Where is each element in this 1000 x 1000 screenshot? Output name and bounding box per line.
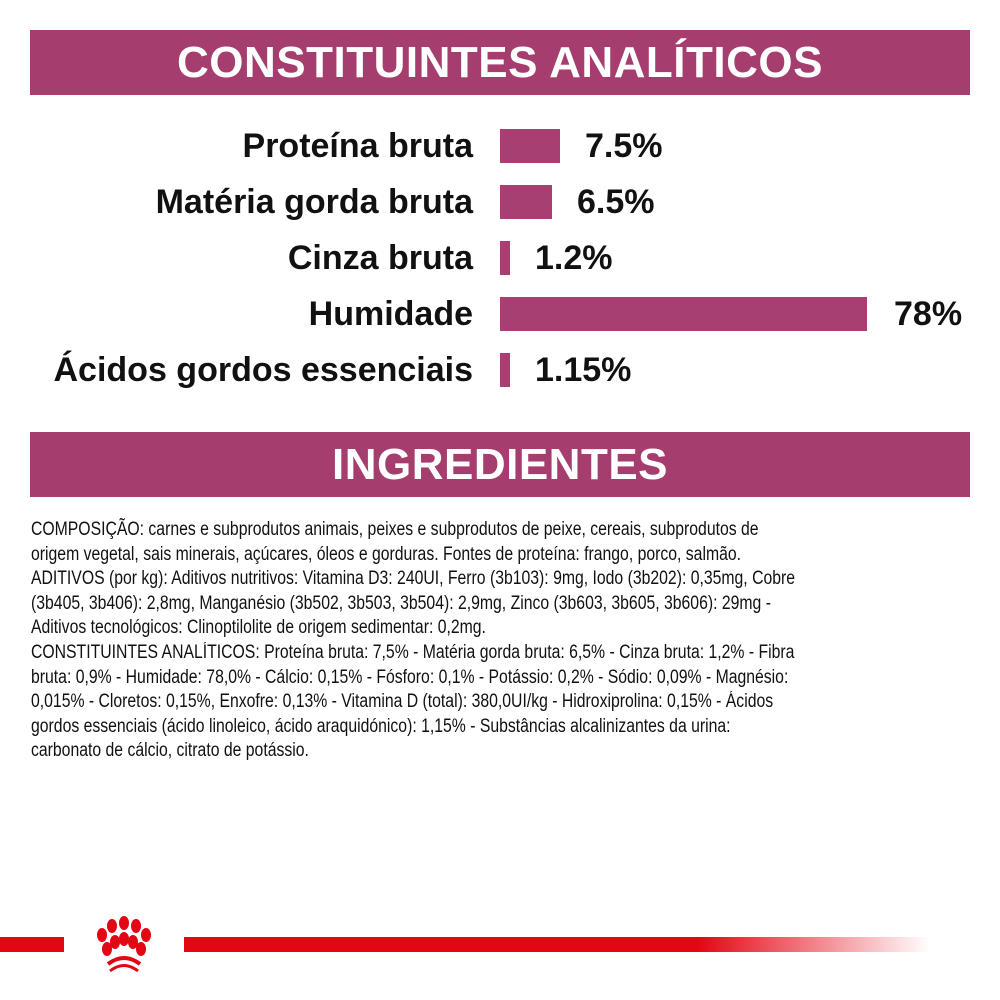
- category-label: Proteína bruta: [242, 127, 473, 165]
- value-label: 7.5%: [584, 127, 663, 165]
- value-label: 1.15%: [535, 351, 632, 389]
- chart-row: Matéria gorda bruta 6.5%: [0, 177, 1000, 227]
- ingredients-title: INGREDIENTES: [331, 439, 669, 489]
- ingredients-line: bruta: 0,9% - Humidade: 78,0% - Cálcio: …: [31, 666, 789, 688]
- footer-red-line: [0, 937, 930, 952]
- chart-row: Cinza bruta 1.2%: [0, 233, 1000, 283]
- category-label: Matéria gorda bruta: [155, 183, 473, 221]
- ingredients-line: Aditivos tecnológicos: Clinoptilolite de…: [31, 617, 486, 639]
- category-label: Cinza bruta: [287, 239, 473, 277]
- chart-row: Humidade 78%: [0, 289, 1000, 339]
- analytical-title: CONSTITUINTES ANALÍTICOS: [177, 37, 823, 87]
- category-label: Ácidos gordos essenciais: [53, 351, 474, 389]
- chart-row: Ácidos gordos essenciais 1.15%: [0, 345, 1000, 395]
- ingredients-header: INGREDIENTES: [30, 432, 970, 497]
- value-label: 6.5%: [576, 183, 655, 221]
- bar: [500, 353, 510, 387]
- bar: [500, 129, 560, 163]
- category-label: Humidade: [308, 295, 473, 333]
- crown-icon: [97, 916, 151, 973]
- bar: [500, 185, 552, 219]
- ingredients-line: CONSTITUINTES ANALÍTICOS: Proteína bruta…: [31, 641, 795, 663]
- ingredients-text: COMPOSIÇÃO: carnes e subprodutos animais…: [31, 518, 952, 764]
- ingredients-line: (3b405, 3b406): 2,8mg, Manganésio (3b502…: [31, 592, 771, 614]
- value-label: 78%: [894, 295, 963, 333]
- ingredients-line: COMPOSIÇÃO: carnes e subprodutos animais…: [31, 519, 759, 540]
- ingredients-line: carbonato de cálcio, citrato de potássio…: [31, 740, 309, 762]
- value-label: 1.2%: [535, 239, 613, 277]
- bar: [500, 297, 867, 331]
- ingredients-line: origem vegetal, sais minerais, açúcares,…: [31, 543, 742, 565]
- ingredients-line: ADITIVOS (por kg): Aditivos nutritivos: …: [31, 568, 796, 590]
- ingredients-line: 0,015% - Cloretos: 0,15%, Enxofre: 0,13%…: [31, 691, 774, 713]
- bar: [500, 241, 510, 275]
- royal-canin-crown-logo: [64, 912, 184, 978]
- ingredients-line: gordos essenciais (ácido linoleico, ácid…: [31, 715, 731, 737]
- chart-row: Proteína bruta 7.5%: [0, 121, 1000, 171]
- analytical-constituents-header: CONSTITUINTES ANALÍTICOS: [30, 30, 970, 95]
